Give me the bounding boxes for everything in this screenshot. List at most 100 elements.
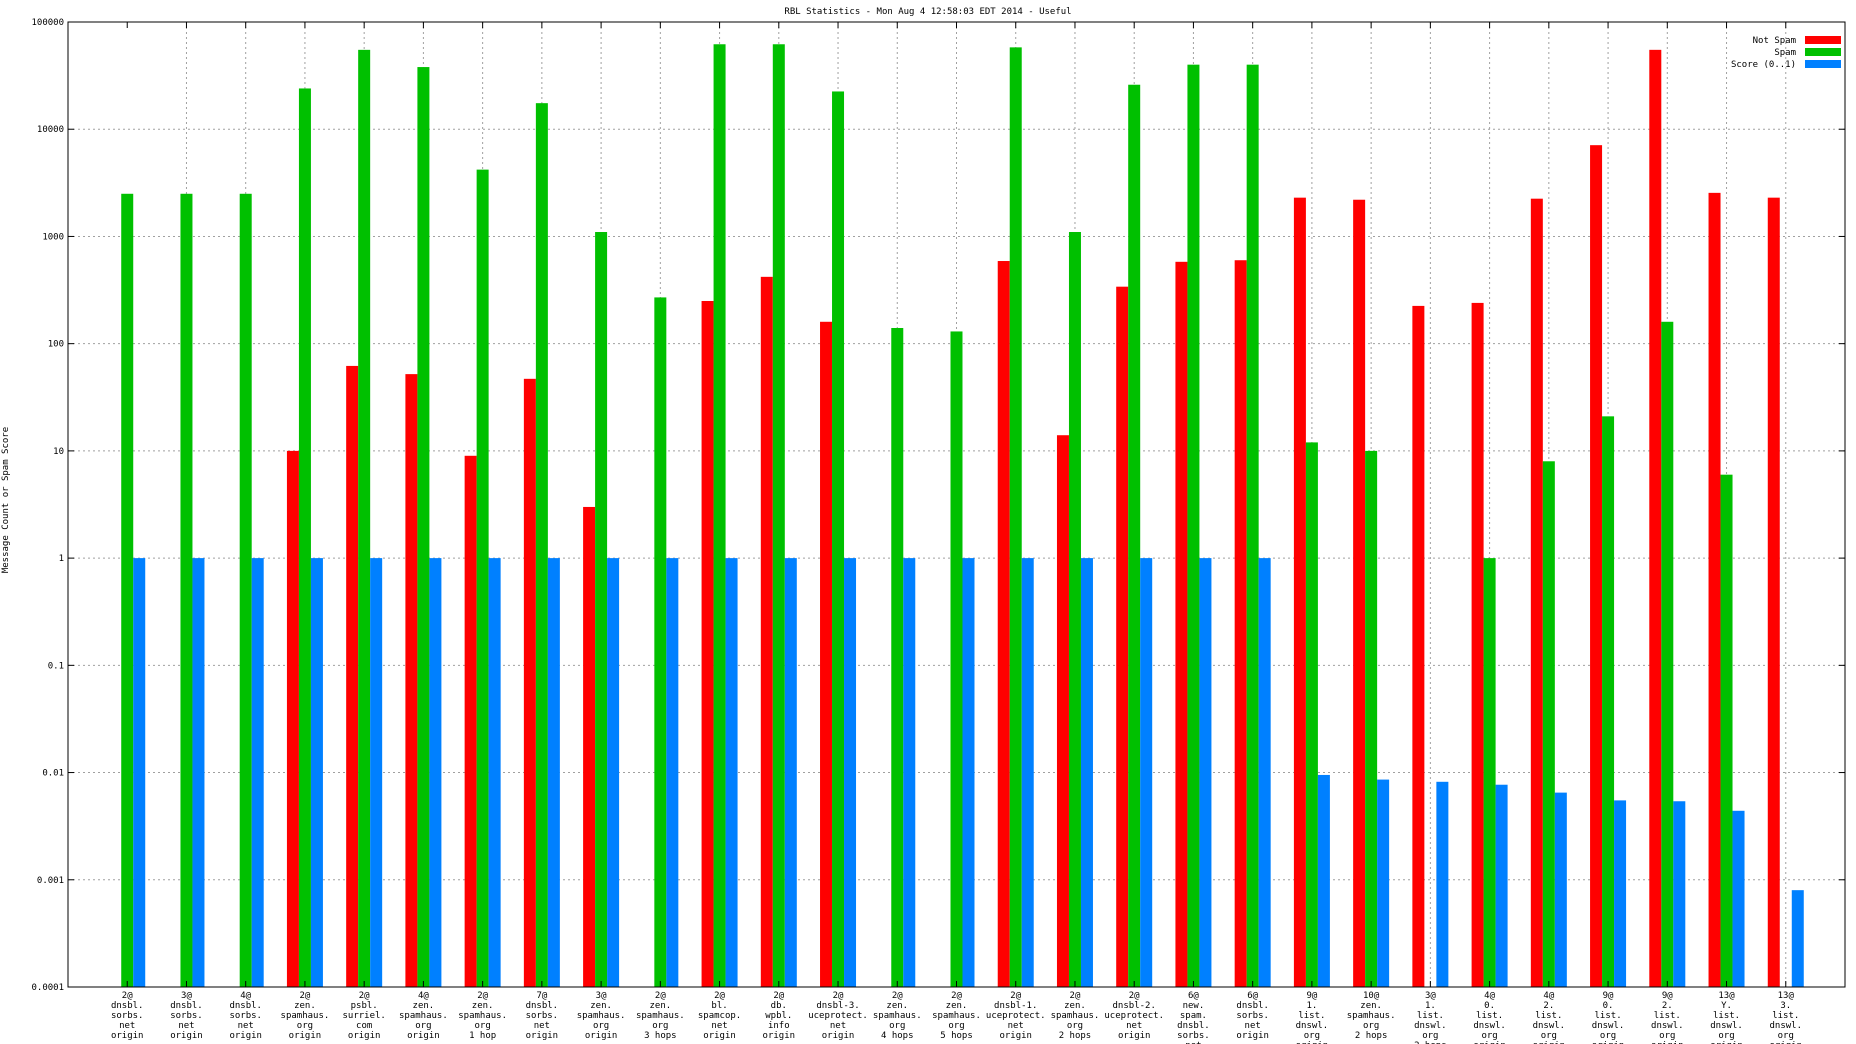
- x-tick-label-line: 10@: [1363, 991, 1380, 1001]
- x-tick-label-line: net: [1185, 1041, 1201, 1044]
- x-tick-label-line: wpbl.: [765, 1011, 792, 1021]
- bar-score: [370, 558, 383, 987]
- x-tick-label-line: 13@: [1778, 991, 1795, 1001]
- bar-score: [1140, 558, 1153, 987]
- bar-not-spam: [1590, 145, 1603, 987]
- x-tick-label-line: origin: [229, 1031, 262, 1041]
- bar-not-spam: [1056, 435, 1069, 987]
- x-tick-label-line: org: [1481, 1031, 1497, 1041]
- x-tick-label-line: 3@: [181, 991, 192, 1001]
- x-tick-label-line: 9@: [1662, 991, 1673, 1001]
- x-tick-label-line: origin: [999, 1031, 1032, 1041]
- x-tick-label-line: list.: [1298, 1011, 1325, 1021]
- x-tick-label: 10@ zen. spamhaus. org 2 hops: [1347, 991, 1396, 1041]
- bar-not-spam: [820, 321, 833, 987]
- legend: Not Spam Spam Score (0..1): [1731, 36, 1841, 70]
- x-tick-label-line: net: [1245, 1021, 1261, 1031]
- bar-score: [251, 558, 264, 987]
- x-tick-label-line: net: [534, 1021, 550, 1031]
- bar-spam: [121, 193, 134, 987]
- x-tick-label-line: zen.: [1064, 1001, 1086, 1011]
- x-tick-label-line: origin: [703, 1031, 736, 1041]
- x-tick-label: 2@ dnsbl. sorbs. net origin: [111, 991, 144, 1041]
- x-tick-label-line: 5 hops: [940, 1031, 973, 1041]
- x-tick-label-line: dnsbl.: [1236, 1001, 1269, 1011]
- bar-score: [1317, 774, 1330, 987]
- x-tick-label-line: org: [1659, 1031, 1675, 1041]
- x-tick-label-line: list.: [1535, 1011, 1562, 1021]
- bar-score: [429, 558, 442, 987]
- bar-score: [547, 558, 560, 987]
- bar-not-spam: [760, 276, 773, 988]
- x-tick-label: 2@ bl. spamcop. net origin: [698, 991, 741, 1041]
- bar-not-spam: [523, 378, 536, 987]
- x-tick-label-line: zen.: [294, 1001, 316, 1011]
- x-tick-label: 2@ psbl. surriel. com origin: [342, 991, 385, 1041]
- x-tick-label-line: origin: [407, 1031, 440, 1041]
- x-tick-label-line: org: [1304, 1031, 1320, 1041]
- bar-score: [962, 558, 975, 987]
- bar-spam: [1661, 321, 1674, 987]
- x-tick-label-line: dnsbl.: [526, 1001, 559, 1011]
- bar-score: [903, 558, 916, 987]
- y-axis-label: Message Count or Spam Score: [1, 427, 11, 573]
- x-tick-label-line: sorbs.: [1236, 1011, 1269, 1021]
- y-tick-label: 100000: [31, 18, 64, 28]
- x-tick-label-line: 2@: [655, 991, 666, 1001]
- x-tick-label-line: zen.: [649, 1001, 671, 1011]
- x-tick-label-line: net: [238, 1021, 254, 1031]
- x-tick-label-line: origin: [1473, 1041, 1506, 1044]
- x-tick-label-line: org: [1778, 1031, 1794, 1041]
- x-tick-label: 2@ dnsbl-2. uceprotect. net origin: [1104, 991, 1164, 1041]
- bar-score: [844, 558, 857, 987]
- y-tick-label: 1: [59, 554, 64, 564]
- x-tick-label: 3@ dnsbl. sorbs. net origin: [170, 991, 203, 1041]
- bar-not-spam: [701, 300, 714, 987]
- bar-spam: [1068, 232, 1081, 987]
- bar-spam: [832, 91, 845, 987]
- bar-score: [725, 558, 738, 987]
- x-tick-label: 4@ dnsbl. sorbs. net origin: [229, 991, 262, 1041]
- bar-not-spam: [1116, 286, 1129, 988]
- x-tick-label-line: dnswl.: [1770, 1021, 1803, 1031]
- x-tick-label-line: 2.: [1543, 1001, 1554, 1011]
- bar-spam: [595, 232, 608, 987]
- x-tick-label: 4@ zen. spamhaus. org origin: [399, 991, 448, 1041]
- bar-not-spam: [1293, 197, 1306, 987]
- x-tick-label-line: net: [1008, 1021, 1024, 1031]
- x-tick-label-line: 2@: [1129, 991, 1140, 1001]
- x-tick-label-line: org: [297, 1021, 313, 1031]
- x-tick-label-line: origin: [763, 1031, 796, 1041]
- x-tick-label-line: 1.: [1306, 1001, 1317, 1011]
- bar-score: [1732, 810, 1745, 987]
- x-tick-label-line: list.: [1476, 1011, 1503, 1021]
- x-tick-label-line: 3.: [1780, 1001, 1791, 1011]
- x-tick-label: 7@ dnsbl. sorbs. net origin: [526, 991, 559, 1041]
- bar-spam: [476, 169, 489, 987]
- x-tick-label-line: 9@: [1306, 991, 1317, 1001]
- x-tick-label-line: 2 hops: [1414, 1041, 1447, 1044]
- x-tick-label: 2@ zen. spamhaus. org 1 hop: [458, 991, 507, 1041]
- bar-spam: [180, 193, 193, 987]
- x-tick-label-line: org: [1600, 1031, 1616, 1041]
- bar-score: [1021, 558, 1034, 987]
- x-tick-label-line: origin: [348, 1031, 381, 1041]
- x-tick-label: 2@ zen. spamhaus. org origin: [281, 991, 330, 1041]
- x-tick-label-line: origin: [1770, 1041, 1803, 1044]
- x-tick-label-line: org: [593, 1021, 609, 1031]
- x-tick-label: 2@ dnsbl-3. uceprotect. net origin: [808, 991, 868, 1041]
- bar-spam: [1246, 64, 1259, 987]
- x-tick-label-line: zen.: [413, 1001, 435, 1011]
- bar-score: [1377, 779, 1390, 987]
- plot-frame: [67, 21, 1846, 988]
- y-tick-label: 0.001: [37, 876, 64, 886]
- x-tick-label-line: 0.: [1603, 1001, 1614, 1011]
- x-tick-label-line: 7@: [536, 991, 547, 1001]
- legend-label: Score (0..1): [1731, 60, 1796, 70]
- x-tick-label-line: spam.: [1180, 1011, 1207, 1021]
- y-axis-ticks: 0.0001 0.001 0.01 0.1 1 10 100 1000 10000 100000: [31, 18, 1845, 993]
- x-tick-label-line: dnswl.: [1533, 1021, 1566, 1031]
- x-tick-label-line: dnsbl-1.: [994, 1001, 1037, 1011]
